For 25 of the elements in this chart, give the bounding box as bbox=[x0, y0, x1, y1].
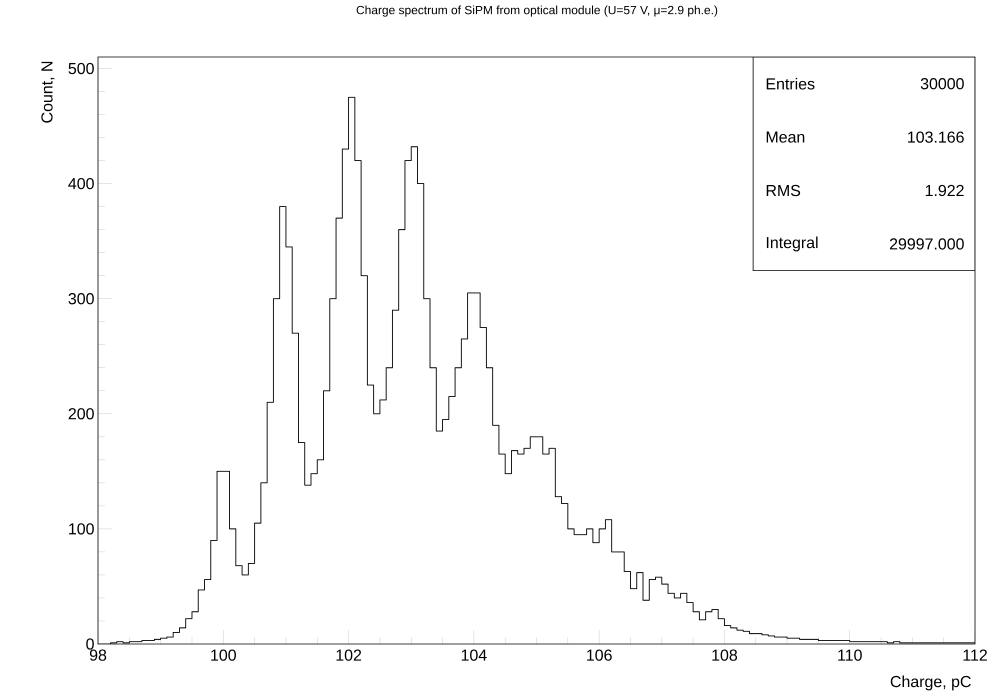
annotation: 30000 bbox=[920, 78, 964, 90]
x-tick-label: 100 bbox=[211, 650, 236, 661]
annotation: Mean bbox=[766, 132, 804, 143]
x-tick-label: 112 bbox=[964, 650, 987, 661]
y-tick-label: 400 bbox=[68, 178, 94, 190]
x-tick-label: 104 bbox=[462, 650, 487, 661]
x-tick-label: 110 bbox=[838, 650, 862, 661]
annotation: 1.922 bbox=[926, 184, 964, 196]
annotation: RMS bbox=[766, 184, 800, 196]
x-tick-label: 108 bbox=[712, 650, 738, 661]
y-tick-label: 0 bbox=[86, 638, 94, 650]
y-tick-label: 500 bbox=[68, 62, 94, 74]
x-tick-label: 98 bbox=[90, 650, 106, 661]
annotation: Integral bbox=[766, 236, 818, 252]
x-tick-label: 106 bbox=[587, 650, 612, 661]
x-axis-title: Charge, pC bbox=[890, 676, 971, 690]
annotation: Entries bbox=[766, 78, 814, 90]
y-tick-label: 100 bbox=[69, 523, 94, 535]
x-tick-label: 102 bbox=[336, 650, 362, 661]
annotation: 29997.000 bbox=[890, 238, 964, 250]
y-tick-label: 300 bbox=[68, 293, 94, 304]
annotation: 103.166 bbox=[908, 131, 964, 143]
y-axis-title: Count, N bbox=[41, 62, 54, 123]
chart-title: Charge spectrum of SiPM from optical module (U=57 V, μ=2.9 ph.e.) bbox=[356, 6, 718, 17]
y-tick-label: 200 bbox=[68, 408, 94, 420]
